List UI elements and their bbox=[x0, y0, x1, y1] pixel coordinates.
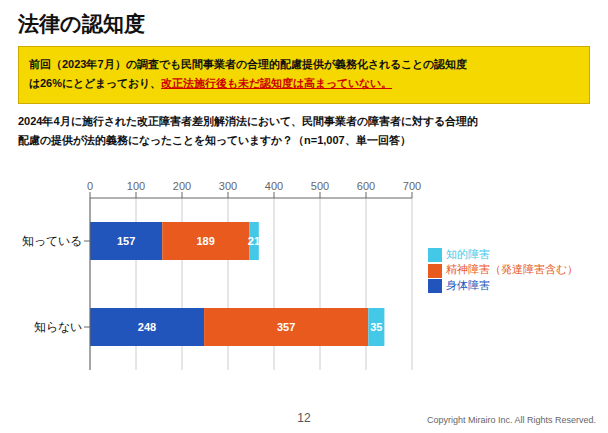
svg-text:100: 100 bbox=[127, 180, 145, 192]
svg-text:189: 189 bbox=[197, 235, 215, 247]
html-text:は26%にとどまっており、改正法施行後も未だ認知度は高まって: は26%にとどまっており、改正法施行後も未だ認知度は高まっていない。 bbox=[29, 77, 392, 89]
html-text:精神障害（発達障害含む）: 精神障害（発達障害含む） bbox=[446, 263, 578, 276]
html-text:12: 12 bbox=[297, 411, 311, 425]
html-text:配慮の提供が法的義務になったことを知っていますか？（n=1,: 配慮の提供が法的義務になったことを知っていますか？（n=1,007、単一回答） bbox=[18, 134, 411, 146]
svg-text:0: 0 bbox=[87, 180, 93, 192]
html-text:前回（2023年7月）の調査でも民間事業者の合理的配慮提供が: 前回（2023年7月）の調査でも民間事業者の合理的配慮提供が義務化されることの認… bbox=[29, 58, 467, 70]
svg-text:知らない: 知らない bbox=[34, 320, 82, 334]
html-text:知的障害: 知的障害 bbox=[446, 248, 490, 261]
html-text:2024年4月に施行された改正障害者差別解消法において、民間: 2024年4月に施行された改正障害者差別解消法において、民間事業者の障害者に対す… bbox=[18, 115, 478, 127]
html-text:身体障害: 身体障害 bbox=[446, 278, 490, 291]
svg-text:600: 600 bbox=[357, 180, 375, 192]
html-text:法律の認知度: 法律の認知度 bbox=[18, 12, 145, 35]
svg-text:35: 35 bbox=[370, 321, 382, 333]
svg-text:200: 200 bbox=[173, 180, 191, 192]
svg-text:500: 500 bbox=[311, 180, 329, 192]
svg-text:知っている: 知っている bbox=[22, 234, 82, 248]
svg-text:400: 400 bbox=[265, 180, 283, 192]
svg-text:248: 248 bbox=[138, 321, 156, 333]
svg-text:700: 700 bbox=[403, 180, 421, 192]
svg-text:300: 300 bbox=[219, 180, 237, 192]
svg-text:21: 21 bbox=[248, 235, 260, 247]
svg-text:157: 157 bbox=[117, 235, 135, 247]
svg-text:357: 357 bbox=[277, 321, 295, 333]
html-text:Copyright Mirairo Inc. All Rig: Copyright Mirairo Inc. All Rights Reserv… bbox=[426, 415, 596, 425]
